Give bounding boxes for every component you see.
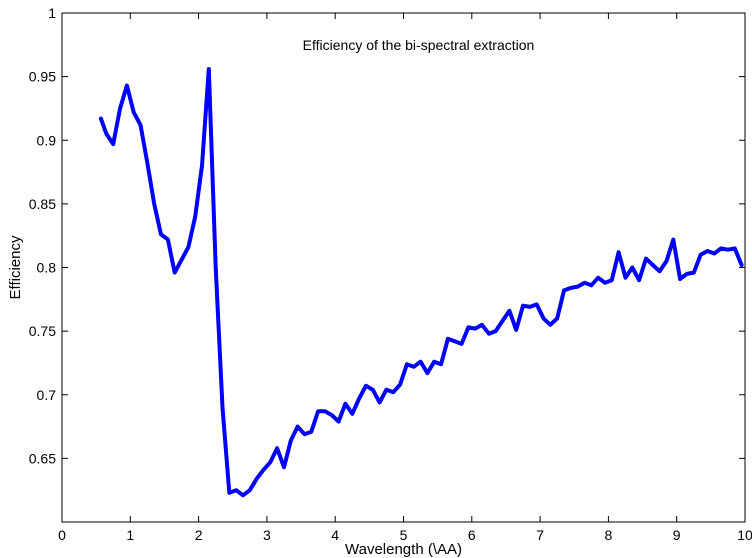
x-tick-label: 5 [400, 527, 408, 543]
y-tick-label: 0.9 [37, 132, 57, 148]
y-tick-label: 0.8 [37, 260, 57, 276]
y-tick-label: 0.7 [37, 387, 57, 403]
y-tick-label: 0.65 [29, 450, 56, 466]
x-axis-label: Wavelength (\AA) [345, 541, 462, 558]
x-tick-label: 6 [468, 527, 476, 543]
y-tick-label: 0.75 [29, 323, 56, 339]
x-tick-label: 8 [605, 527, 613, 543]
x-tick-label: 3 [263, 527, 271, 543]
x-tick-label: 1 [126, 527, 134, 543]
x-tick-label: 2 [195, 527, 203, 543]
y-tick-label: 0.95 [29, 69, 56, 85]
x-tick-label: 9 [673, 527, 681, 543]
efficiency-series-line [98, 67, 744, 498]
y-tick-label: 1 [48, 5, 56, 21]
x-tick-label: 7 [536, 527, 544, 543]
x-tick-label: 4 [331, 527, 339, 543]
y-axis-ticks: 0.65 0.7 0.75 0.8 0.85 0.9 0.95 1 [29, 5, 745, 466]
y-axis-label: Efficiency [7, 235, 24, 299]
y-tick-label: 0.85 [29, 196, 56, 212]
chart-title: Efficiency of the bi-spectral extraction [303, 37, 535, 53]
x-axis-ticks: 0 1 2 3 4 5 6 7 8 9 10 [58, 13, 752, 543]
x-tick-label: 10 [737, 527, 752, 543]
x-tick-label: 0 [58, 527, 66, 543]
